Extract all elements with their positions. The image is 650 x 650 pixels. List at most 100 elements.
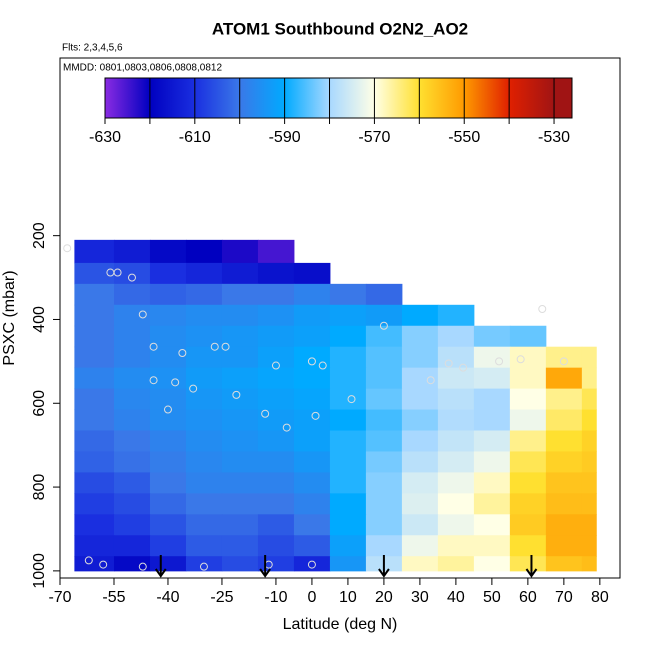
colorbar-tick-label: -570 xyxy=(358,129,390,146)
arrow xyxy=(259,555,271,578)
heat-cell xyxy=(221,367,259,390)
heat-cell xyxy=(113,325,151,348)
heat-cell xyxy=(149,409,187,432)
heat-cell xyxy=(401,535,439,557)
arrow xyxy=(154,555,167,578)
sample-point xyxy=(171,378,180,387)
heat-cell xyxy=(149,430,187,452)
heat-cell xyxy=(401,325,439,348)
heat-cell xyxy=(473,346,511,369)
heat-cell xyxy=(401,304,439,327)
heat-cell xyxy=(257,367,295,390)
heat-cell xyxy=(545,556,583,572)
heat-cell xyxy=(113,430,151,452)
heat-cell xyxy=(365,409,403,432)
x-tick-label: 40 xyxy=(447,589,465,606)
heat-cell xyxy=(365,388,403,411)
heat-cell xyxy=(401,472,439,494)
plot-frame xyxy=(59,57,621,579)
heat-cell xyxy=(545,535,583,557)
heat-cell xyxy=(545,493,583,515)
sample-point xyxy=(459,363,468,372)
heat-cell xyxy=(74,304,115,327)
heat-cell xyxy=(113,556,151,572)
heat-cell xyxy=(365,367,403,390)
sample-point xyxy=(426,376,435,385)
x-tick-label: 50 xyxy=(483,589,501,606)
heat-cell xyxy=(365,451,403,473)
heat-cell xyxy=(149,451,187,473)
heat-cell xyxy=(437,451,475,473)
heat-cell xyxy=(329,535,367,557)
heat-cell xyxy=(185,239,223,264)
heat-cell xyxy=(113,304,151,327)
heat-cell xyxy=(437,493,475,515)
sample-point xyxy=(282,423,291,432)
heat-cell xyxy=(401,514,439,536)
heat-cell xyxy=(329,325,367,348)
heat-cell xyxy=(329,367,367,390)
heat-cell xyxy=(149,367,187,390)
heat-cell xyxy=(437,304,475,327)
y-tick-label: 800 xyxy=(31,474,48,501)
heat-cell xyxy=(221,346,259,369)
heat-cell xyxy=(473,409,511,432)
x-tick-label: 30 xyxy=(411,589,429,606)
heat-cell xyxy=(473,430,511,452)
heat-cell xyxy=(437,514,475,536)
heat-cell xyxy=(581,367,597,390)
heat-cell xyxy=(293,283,331,306)
heat-cell xyxy=(401,430,439,452)
colorbar-tick-label: -530 xyxy=(538,129,570,146)
heat-cell xyxy=(437,388,475,411)
heat-cell xyxy=(257,346,295,369)
heat-cell xyxy=(581,556,597,572)
heat-cell xyxy=(257,556,295,572)
heat-cell xyxy=(365,430,403,452)
heat-cell xyxy=(473,493,511,515)
heat-cell xyxy=(365,283,403,306)
heat-cell xyxy=(293,262,331,285)
colorbar-tick-label: -630 xyxy=(89,129,121,146)
heat-cell xyxy=(581,514,597,536)
heat-cell xyxy=(185,388,223,411)
heat-cell xyxy=(74,556,115,572)
heat-cell xyxy=(293,451,331,473)
heat-cell xyxy=(113,493,151,515)
heat-cell xyxy=(509,325,547,348)
heat-cell xyxy=(545,472,583,494)
heat-cell xyxy=(293,325,331,348)
heat-cell xyxy=(113,367,151,390)
heat-cell xyxy=(149,388,187,411)
arrow xyxy=(378,555,390,578)
heat-cell xyxy=(581,409,597,432)
heat-cell xyxy=(149,493,187,515)
heat-cell xyxy=(221,262,259,285)
heat-cell xyxy=(509,388,547,411)
heat-cell xyxy=(221,304,259,327)
y-tick-label: 200 xyxy=(31,222,48,249)
heat-cell xyxy=(473,367,511,390)
x-tick-label: 60 xyxy=(519,589,537,606)
heat-cell xyxy=(113,514,151,536)
heat-cell xyxy=(437,325,475,348)
heat-cell xyxy=(113,472,151,494)
heat-cell xyxy=(329,472,367,494)
heat-cell xyxy=(221,451,259,473)
heat-cell xyxy=(257,325,295,348)
heat-cell xyxy=(293,535,331,557)
sample-point xyxy=(63,244,72,253)
heat-cell xyxy=(509,409,547,432)
heat-cell xyxy=(185,409,223,432)
y-axis-label: PSXC (mbar) xyxy=(1,270,18,365)
x-axis-label: Latitude (deg N) xyxy=(283,616,398,633)
sample-point xyxy=(311,411,320,420)
heat-cell xyxy=(365,304,403,327)
heat-cell xyxy=(509,367,547,390)
heat-cell xyxy=(329,556,367,572)
colorbar-tick-label: -550 xyxy=(448,129,480,146)
chart-title: ATOM1 Southbound O2N2_AO2 xyxy=(212,19,468,38)
heat-cell xyxy=(437,346,475,369)
sample-point xyxy=(538,304,547,313)
